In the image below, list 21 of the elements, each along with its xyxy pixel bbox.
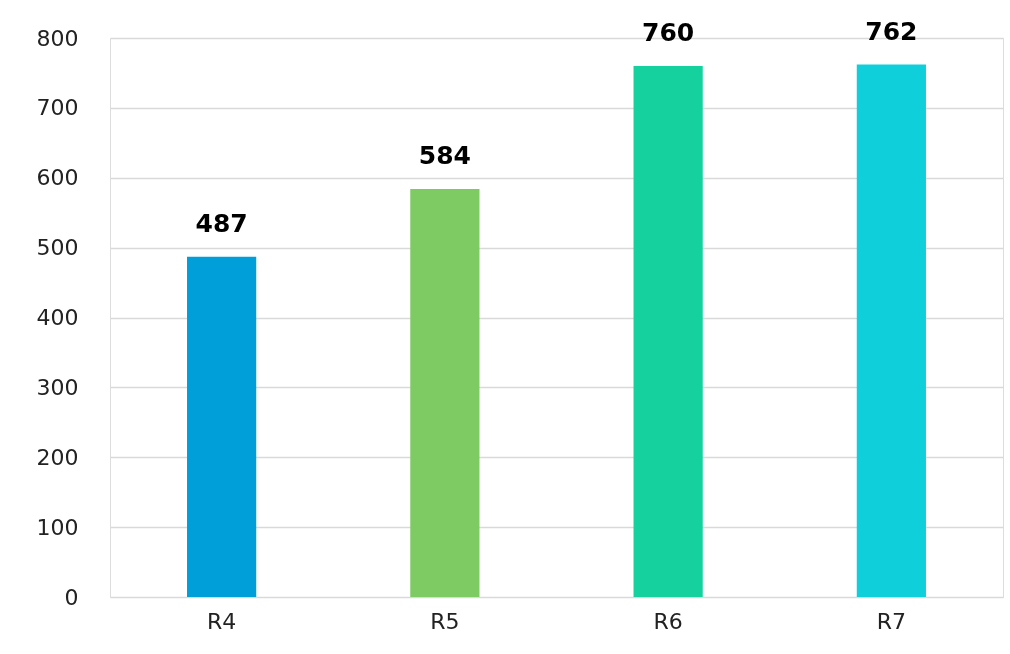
data-label: 762 [865,16,918,46]
y-tick-label: 800 [36,25,79,51]
x-tick-label: R4 [206,608,237,634]
x-tick-label: R6 [653,608,683,634]
data-label: 760 [642,17,695,47]
bar [856,64,926,597]
data-label: 584 [418,140,471,170]
y-tick-label: 700 [36,95,79,121]
y-tick-label: 100 [36,514,79,540]
x-tick-label: R5 [430,608,460,634]
bar [187,256,257,597]
data-label: 487 [195,208,248,238]
y-tick-label: 300 [36,374,79,400]
y-tick-label: 600 [36,165,79,191]
x-tick-label: R7 [876,608,907,634]
bar [410,188,480,597]
y-tick-label: 0 [64,584,79,610]
y-tick-label: 400 [36,305,79,330]
y-tick-label: 500 [36,235,79,261]
bar [633,65,703,597]
y-tick-label: 200 [36,444,79,470]
